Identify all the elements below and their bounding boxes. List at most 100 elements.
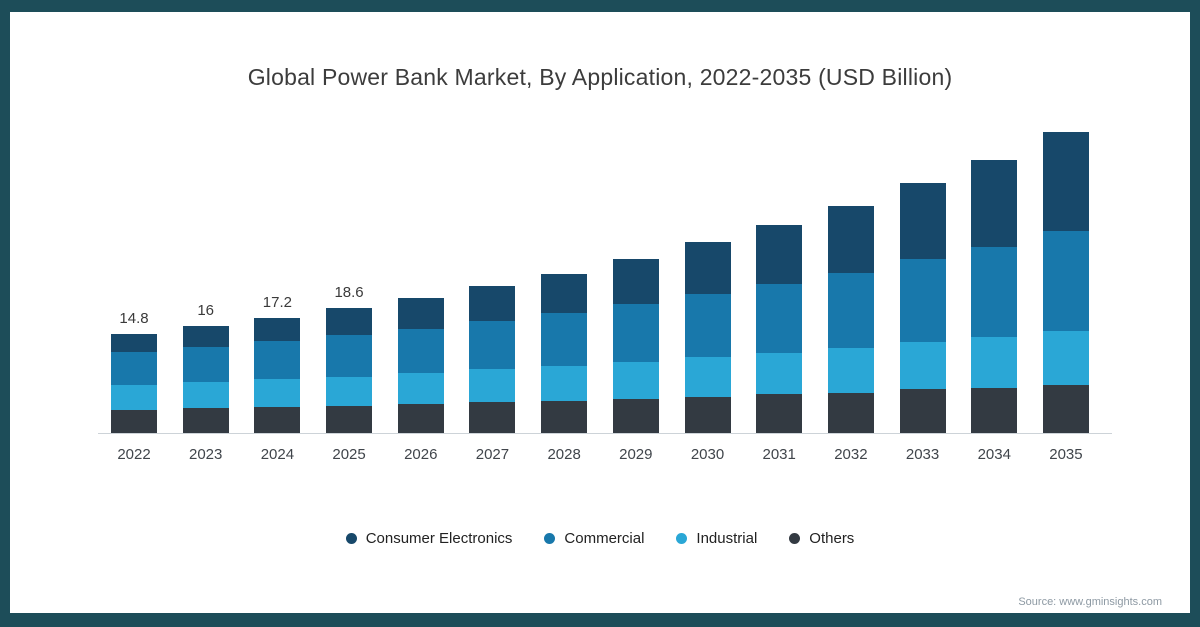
bar-stack <box>397 298 444 433</box>
bar-segment-others <box>254 406 301 433</box>
bar-total-label: 16 <box>197 301 215 319</box>
bar-segment-industrial <box>541 366 588 401</box>
bar-segment-others <box>397 404 444 433</box>
bar-total-label: 17.2 <box>262 293 292 311</box>
x-axis-label: 2034 <box>977 446 1011 463</box>
bar-segment-consumer-electronics <box>1042 131 1089 232</box>
bar-stack <box>1042 131 1089 433</box>
bar-segment-consumer-electronics <box>684 242 731 295</box>
bar-segment-others <box>756 394 803 433</box>
bar-segment-industrial <box>971 337 1018 389</box>
x-axis-label: 2023 <box>189 446 223 463</box>
legend-label: Industrial <box>696 530 758 547</box>
bar-stack <box>971 159 1018 433</box>
x-axis-label: 2022 <box>117 446 151 463</box>
bar-total-label: 14.8 <box>119 309 149 327</box>
bar-group-2032: 2032 <box>827 120 874 463</box>
bar-segment-others <box>827 392 874 433</box>
bar-stack <box>756 225 803 433</box>
bar-stack <box>111 333 157 433</box>
bar-stack <box>326 308 373 433</box>
bar-segment-others <box>326 405 373 433</box>
x-axis-label: 2030 <box>690 446 725 463</box>
bar-stack <box>899 183 946 433</box>
bar-segment-others <box>684 396 731 433</box>
bar-segment-consumer-electronics <box>827 205 874 273</box>
bar-total-label: 18.6 <box>334 284 364 302</box>
bar-group-2033: 2033 <box>899 120 946 463</box>
x-axis-label: 2024 <box>260 446 295 463</box>
bar-segment-commercial <box>756 284 803 353</box>
legend-item-consumer-electronics: Consumer Electronics <box>345 530 513 547</box>
x-axis-label: 2031 <box>762 446 796 463</box>
bar-segment-consumer-electronics <box>326 308 373 336</box>
bar-group-2024: 17.2 2024 <box>254 120 301 463</box>
bar-segment-others <box>1042 384 1089 433</box>
bar-segment-consumer-electronics <box>541 273 588 314</box>
bar-segment-consumer-electronics <box>971 159 1018 247</box>
bar-segment-industrial <box>899 341 946 390</box>
bar-segment-industrial <box>254 379 301 407</box>
bar-segment-industrial <box>111 384 157 410</box>
x-axis-label: 2027 <box>475 446 510 463</box>
bar-segment-consumer-electronics <box>182 325 229 347</box>
bar-segment-others <box>182 408 229 433</box>
bar-stack <box>684 242 731 433</box>
legend-item-commercial: Commercial <box>544 530 644 547</box>
legend-label: Others <box>809 530 855 547</box>
bar-segment-consumer-electronics <box>756 225 803 285</box>
bar-segment-commercial <box>397 328 444 374</box>
bar-segment-industrial <box>827 347 874 393</box>
legend-dot-icon <box>789 533 801 544</box>
bar-segment-commercial <box>111 351 157 385</box>
x-axis-label: 2035 <box>1049 446 1083 463</box>
legend-dot-icon <box>544 533 556 544</box>
bar-segment-industrial <box>326 376 373 406</box>
x-axis-label: 2033 <box>905 446 940 463</box>
bar-group-2029: 2029 <box>612 120 659 463</box>
chart-title: Global Power Bank Market, By Application… <box>247 64 953 90</box>
legend-item-industrial: Industrial <box>676 530 757 547</box>
x-axis-label: 2029 <box>619 446 653 463</box>
bar-segment-industrial <box>397 373 444 405</box>
bar-segment-others <box>541 400 588 433</box>
bar-segment-others <box>612 398 659 433</box>
bar-segment-commercial <box>971 246 1018 338</box>
bar-segment-consumer-electronics <box>612 258 659 305</box>
bar-segment-commercial <box>326 335 373 377</box>
bar-segment-industrial <box>182 382 229 409</box>
bar-group-2028: 2028 <box>541 120 588 463</box>
bar-segment-others <box>469 402 516 433</box>
legend-item-others: Others <box>789 530 854 547</box>
bar-segment-commercial <box>827 272 874 348</box>
x-axis-label: 2025 <box>332 446 366 463</box>
bar-group-2026: 2026 <box>397 120 444 463</box>
bar-segment-others <box>971 388 1018 433</box>
legend-label: Consumer Electronics <box>365 530 513 547</box>
bar-segment-consumer-electronics <box>254 317 301 342</box>
bar-group-2031: 2031 <box>756 120 803 463</box>
legend: Consumer Electronics Commercial Industrial… <box>10 530 1190 547</box>
bar-group-2025: 18.6 2025 <box>326 120 373 463</box>
bar-segment-commercial <box>182 346 229 383</box>
bar-group-2023: 16 2023 <box>182 120 229 463</box>
bar-segment-commercial <box>612 304 659 362</box>
bar-segment-consumer-electronics <box>469 286 516 322</box>
plot-area: 14.8 2022 16 2023 17.2 2024 18.6 2025 2026 2027 20… <box>111 120 1089 463</box>
bar-segment-industrial <box>469 369 516 403</box>
legend-dot-icon <box>345 533 357 544</box>
source-credit: Source: www.gminsights.com <box>1018 596 1162 608</box>
bar-segment-others <box>111 409 157 433</box>
bar-stack <box>182 325 229 433</box>
bar-segment-industrial <box>756 352 803 395</box>
bar-stack <box>469 286 516 433</box>
bar-stack <box>612 258 659 433</box>
bar-segment-commercial <box>684 294 731 358</box>
bar-stack <box>541 273 588 433</box>
x-axis-label: 2026 <box>404 446 438 463</box>
bar-segment-others <box>899 389 946 433</box>
bar-segment-industrial <box>612 362 659 399</box>
bar-segment-industrial <box>684 357 731 397</box>
chart-card: Global Power Bank Market, By Application… <box>10 12 1190 613</box>
bar-group-2022: 14.8 2022 <box>111 120 157 463</box>
